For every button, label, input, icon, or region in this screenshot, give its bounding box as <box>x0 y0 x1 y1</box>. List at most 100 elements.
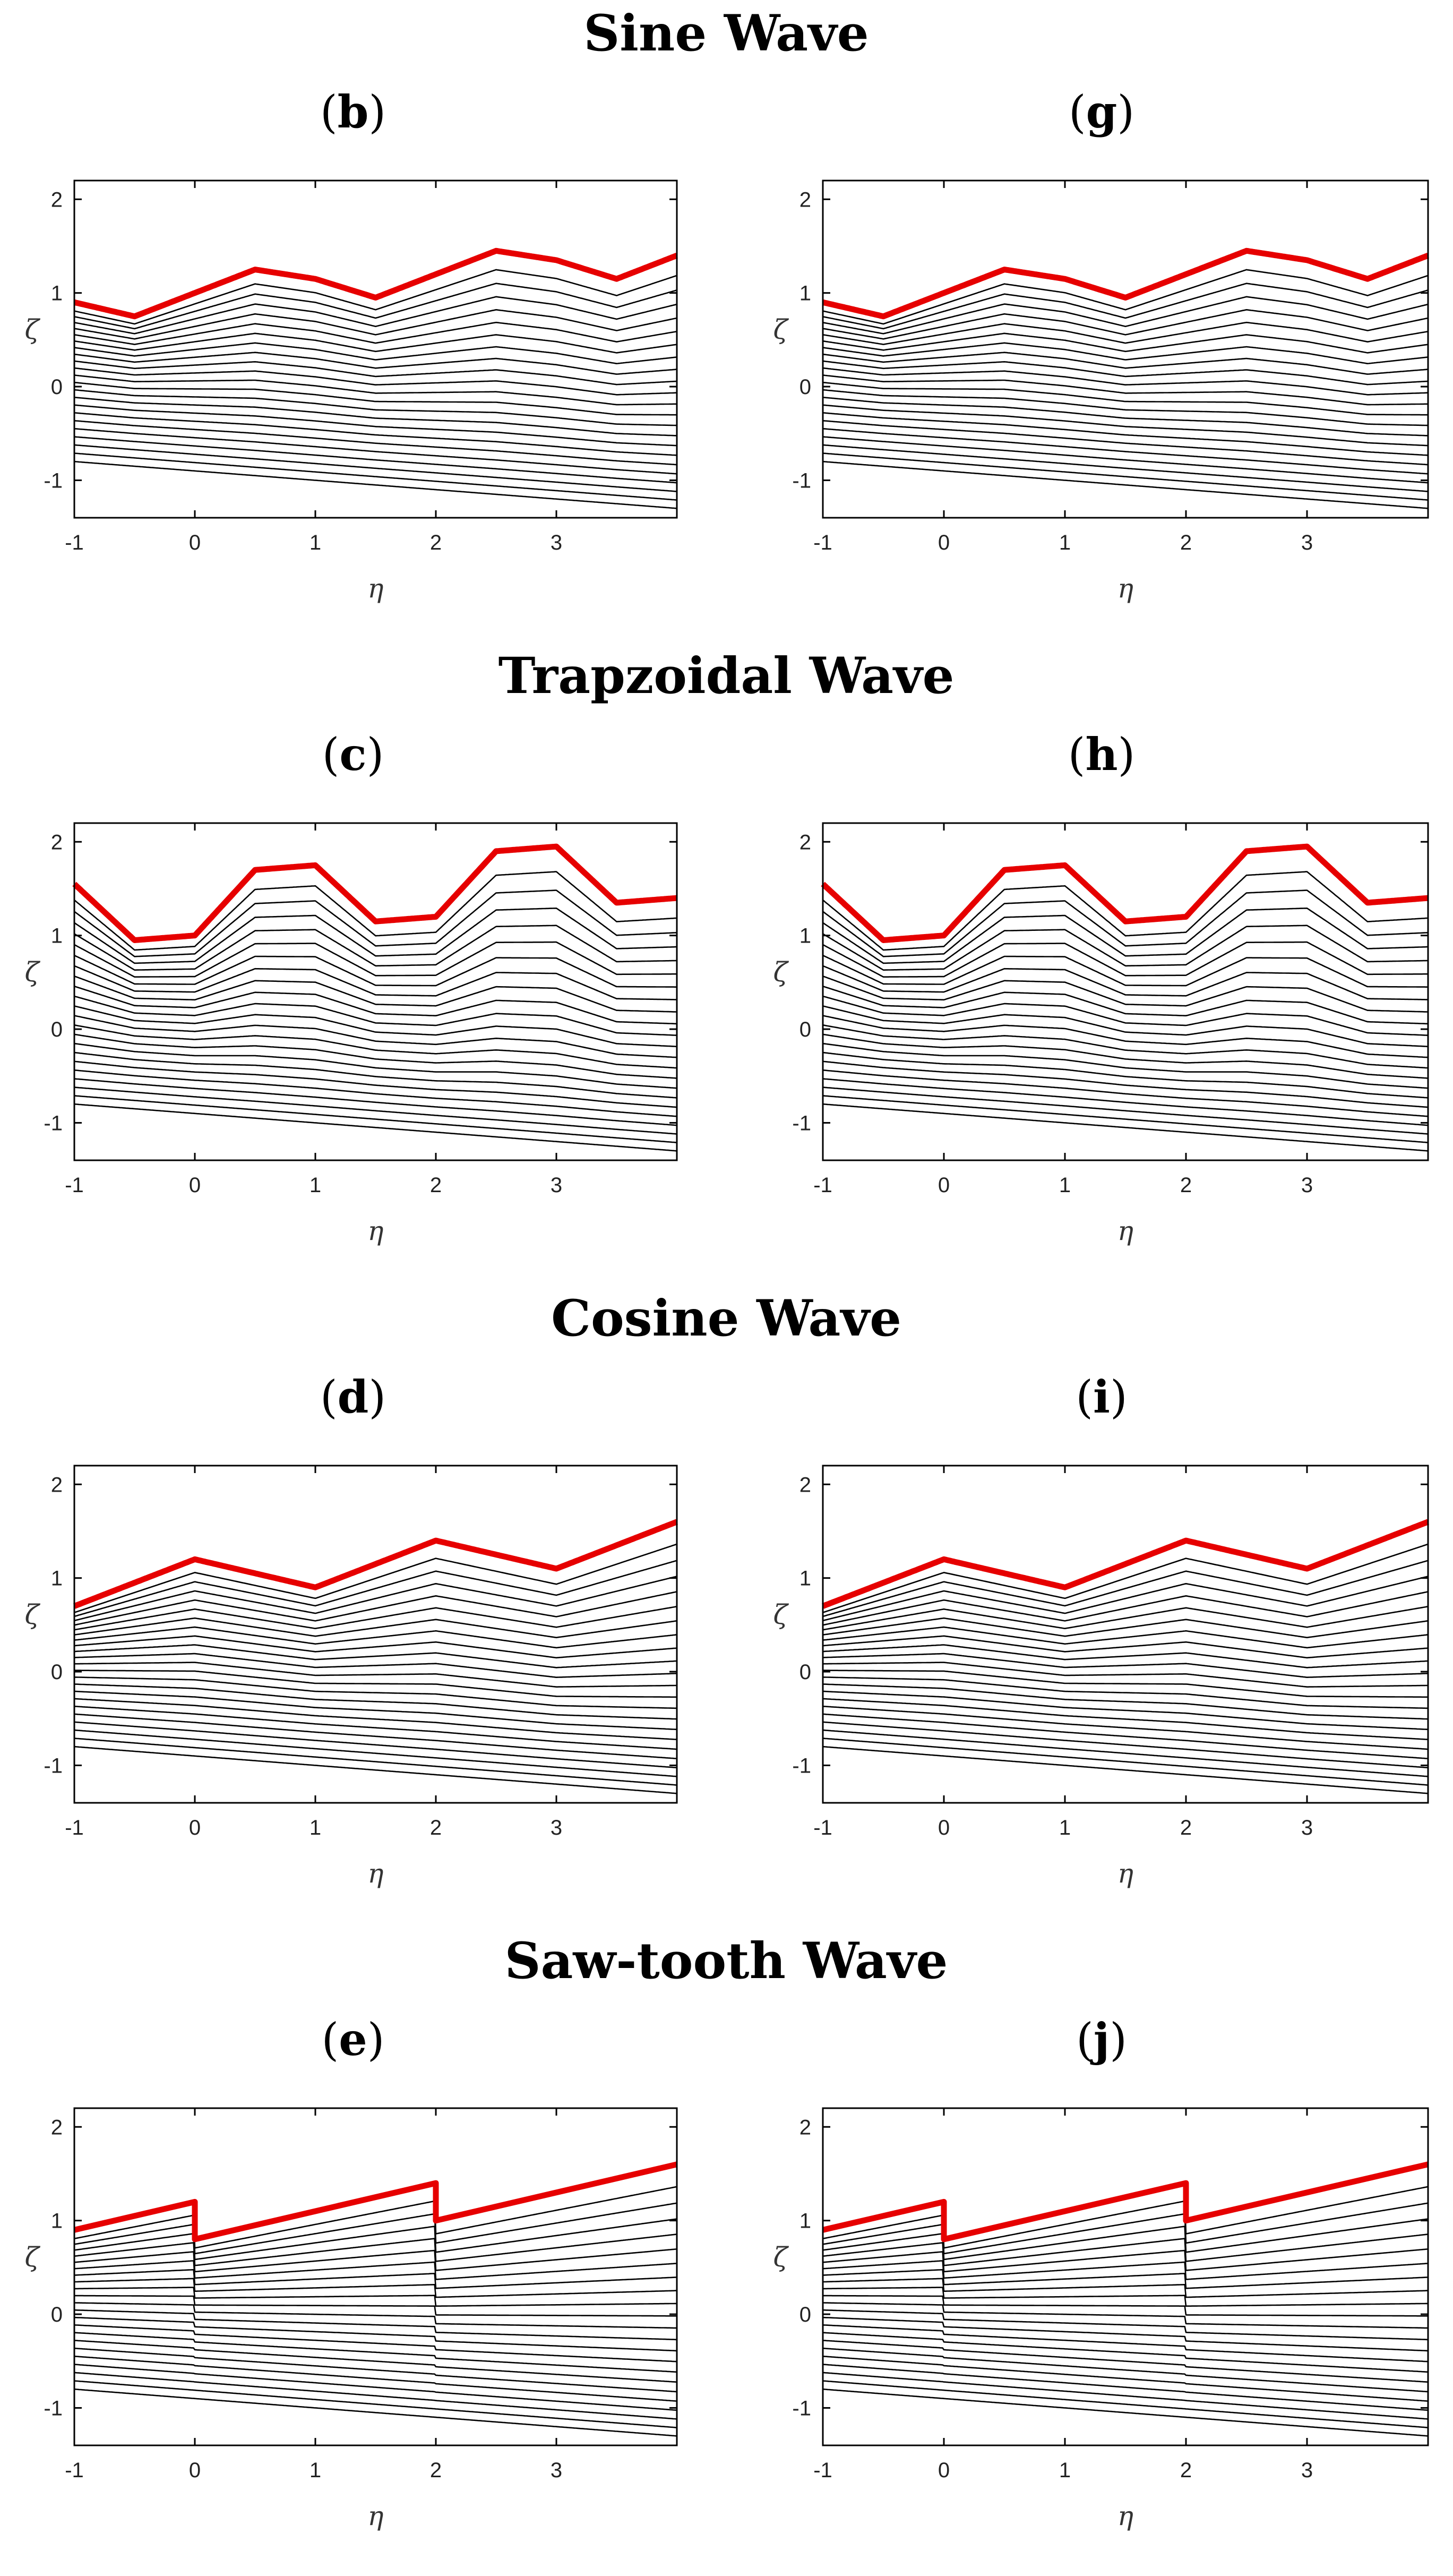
axes-frame <box>822 822 1429 1161</box>
streamline <box>822 1095 1429 1143</box>
streamline <box>74 444 677 492</box>
panel-letter: b <box>338 85 369 138</box>
streamline <box>74 2186 677 2249</box>
streamline <box>822 1626 1429 1649</box>
streamline <box>74 452 677 501</box>
panel-letter: i <box>1093 1371 1110 1423</box>
streamline <box>74 1051 677 1099</box>
x-tick-label: -1 <box>813 531 832 554</box>
panel-label: (g) <box>1069 85 1134 138</box>
x-tick-label: 3 <box>1301 531 1313 554</box>
streamline <box>74 2302 677 2329</box>
streamline <box>74 2347 677 2393</box>
top-boundary-curve <box>821 843 1430 943</box>
panel-letter: g <box>1086 85 1117 138</box>
x-tick-label: 3 <box>1301 1174 1313 1197</box>
streamline <box>74 1024 677 1069</box>
streamline <box>74 1713 677 1759</box>
panel-letter: e <box>339 2013 367 2066</box>
streamline <box>822 871 1429 951</box>
x-tick-label: 1 <box>309 1174 321 1197</box>
streamline <box>822 889 1429 957</box>
streamline <box>822 1005 1429 1048</box>
y-tick-label: -1 <box>44 1111 63 1135</box>
streamline <box>822 444 1429 492</box>
x-tick-label: 1 <box>309 531 321 554</box>
streamline <box>822 1069 1429 1117</box>
paren-close: ) <box>368 1371 386 1423</box>
y-tick-label: 1 <box>799 2210 811 2233</box>
streamline <box>74 954 677 988</box>
axes-frame <box>73 822 678 1161</box>
streamline <box>822 2269 1429 2289</box>
y-tick-label: 0 <box>799 2303 811 2326</box>
streamline <box>74 2324 677 2363</box>
streamline <box>823 2295 1428 2317</box>
streamline <box>823 2302 1429 2329</box>
streamline <box>822 2372 1429 2420</box>
streamline <box>822 941 1428 978</box>
paren-close: ) <box>367 2014 385 2066</box>
paren-close: ) <box>1118 729 1136 781</box>
streamline <box>74 309 677 340</box>
streamline <box>822 1721 1429 1769</box>
streamline <box>74 389 677 426</box>
panel-label: (e) <box>321 2013 384 2066</box>
streamline <box>74 2218 677 2261</box>
x-tick-label: 1 <box>309 1816 321 1839</box>
streamline <box>822 321 1429 345</box>
streamline <box>74 1606 677 1631</box>
top-boundary-curve <box>821 1519 1430 1609</box>
y-tick-label: 0 <box>799 375 811 399</box>
streamline <box>822 1706 1429 1750</box>
streamline <box>74 428 677 475</box>
panel-b: (b) -1 0 1 2 3 -1 0 1 2 η ζ <box>24 85 679 604</box>
paren-open: ( <box>1069 86 1086 138</box>
streamline <box>74 986 677 1025</box>
x-tick-label: 3 <box>551 531 562 554</box>
y-axis-label: ζ <box>24 2242 40 2273</box>
x-axis-label: η <box>1117 1216 1133 1246</box>
streamline <box>74 1626 677 1649</box>
y-tick-label: -1 <box>792 1111 811 1135</box>
x-tick-label: 2 <box>430 1816 442 1839</box>
streamline <box>822 2202 1429 2255</box>
streamline <box>74 1721 677 1769</box>
x-axis-label: η <box>1117 1858 1133 1889</box>
x-tick-label: 2 <box>430 1174 442 1197</box>
y-tick-label: 0 <box>51 375 63 399</box>
y-tick-label: 1 <box>51 2210 63 2233</box>
streamline <box>822 2186 1429 2249</box>
streamline <box>822 1015 1429 1058</box>
streamline <box>74 1015 677 1058</box>
streamline <box>822 2332 1429 2373</box>
x-tick-label: 3 <box>551 1174 562 1197</box>
streamline <box>822 1060 1429 1108</box>
streamline <box>74 941 677 978</box>
streamline <box>74 352 677 375</box>
y-axis-label: ζ <box>24 314 40 345</box>
streamline <box>822 1617 1429 1639</box>
y-tick-label: -1 <box>44 1754 63 1777</box>
y-tick-label: 0 <box>799 1018 811 1041</box>
streamline <box>822 309 1429 340</box>
streamline <box>822 1662 1428 1688</box>
streamline <box>822 2248 1429 2273</box>
streamline <box>74 1644 677 1668</box>
streamline <box>74 2260 677 2280</box>
streamline <box>74 925 677 971</box>
top-boundary-curve <box>821 247 1430 320</box>
paren-close: ) <box>1110 1371 1128 1423</box>
y-tick-label: 1 <box>51 1567 63 1590</box>
streamline <box>74 908 677 964</box>
streamline <box>74 332 677 354</box>
x-tick-label: 2 <box>1180 1174 1192 1197</box>
streamline <box>74 889 677 957</box>
y-tick-label: 2 <box>799 2116 811 2139</box>
streamline <box>74 283 677 330</box>
x-tick-label: 1 <box>309 2459 321 2482</box>
y-tick-label: 0 <box>51 2303 63 2326</box>
